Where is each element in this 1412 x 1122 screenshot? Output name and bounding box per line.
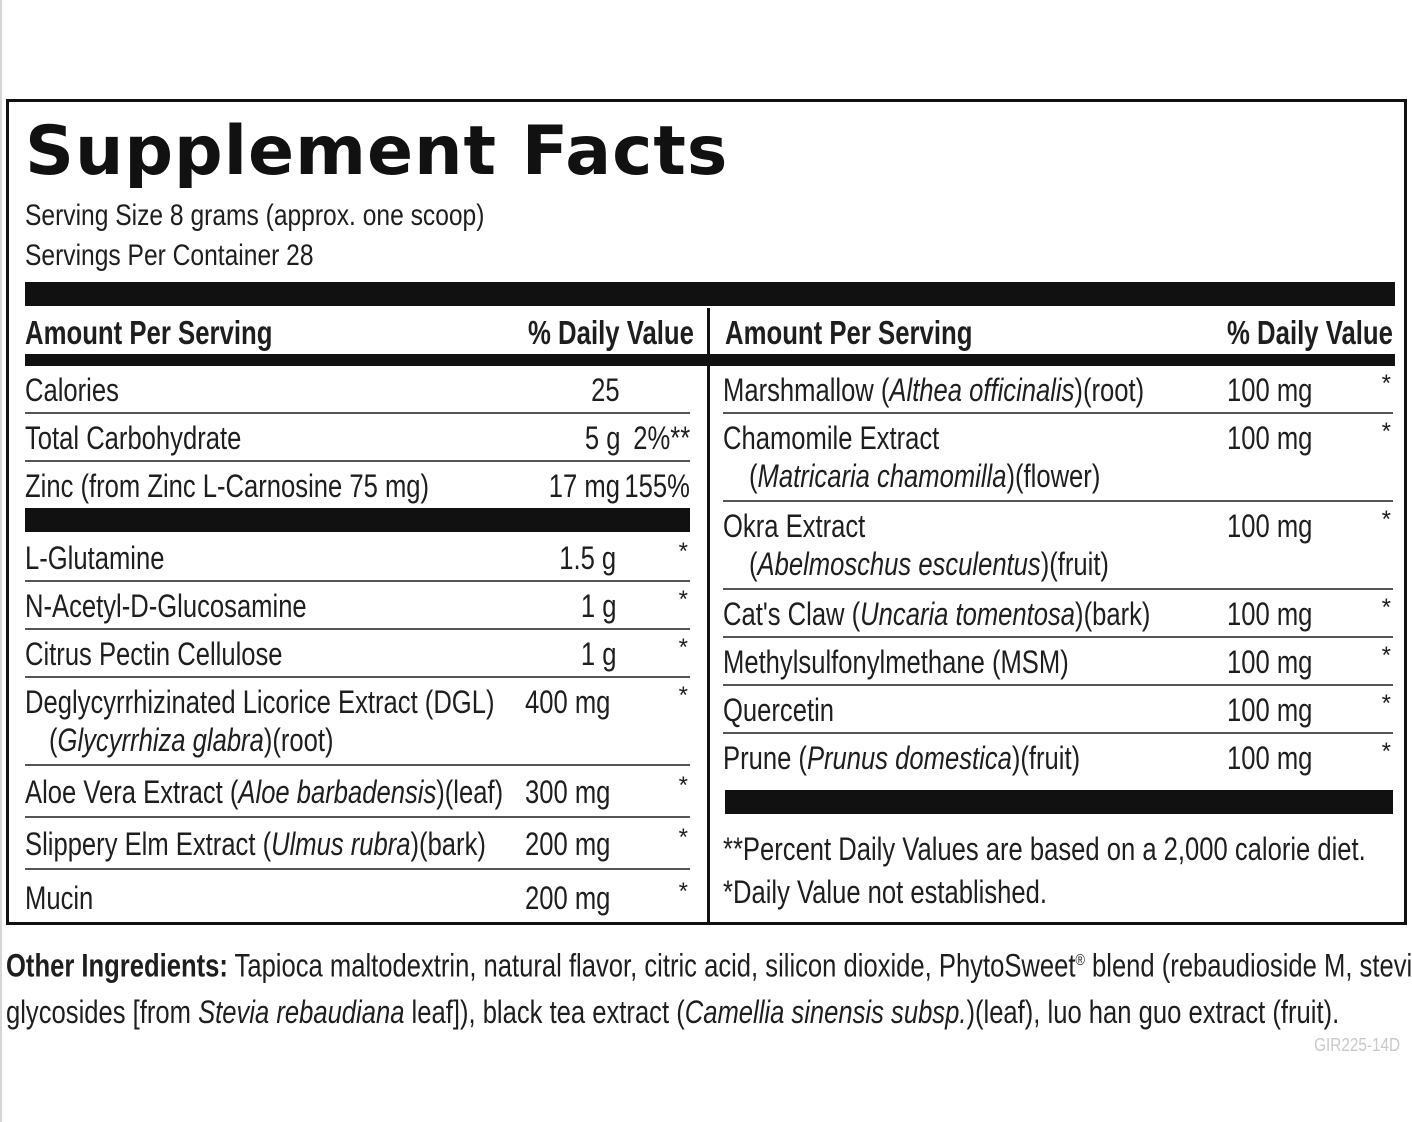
left-table: Calories 25 Total Carbohydrate 5 g 2%** … — [25, 366, 690, 922]
ingredient-name: N-Acetyl-D-Glucosamine — [25, 588, 307, 624]
ingredient-name: Quercetin — [723, 692, 834, 728]
footnote-dv-not-established: *Daily Value not established. — [723, 874, 1047, 910]
table-row: Quercetin 100 mg * — [723, 686, 1393, 734]
ingredient-name: Methylsulfonylmethane (MSM) — [723, 644, 1069, 680]
ingredient-name: Deglycyrrhizinated Licorice Extract (DGL… — [25, 684, 495, 720]
nutrient-dv: 2%** — [633, 420, 690, 456]
ingredient-amount: 200 mg — [525, 880, 611, 916]
ingredient-dv: * — [678, 586, 688, 613]
ingredient-name: Slippery Elm Extract (Ulmus rubra)(bark) — [25, 826, 486, 862]
ingredient-botanical: (Abelmoschus esculentus)(fruit) — [749, 546, 1109, 582]
table-row: Zinc (from Zinc L-Carnosine 75 mg) 17 mg… — [25, 462, 690, 508]
right-header-dv: % Daily Value — [1227, 314, 1393, 351]
ingredient-amount: 1 g — [580, 588, 616, 624]
ingredient-name: L-Glutamine — [25, 540, 165, 576]
ingredient-amount: 100 mg — [1227, 372, 1313, 408]
ingredient-amount: 300 mg — [525, 774, 611, 810]
table-row: Mucin 200 mg * — [25, 870, 690, 920]
ingredient-dv: * — [678, 824, 688, 851]
table-row: Chamomile Extract (Matricaria chamomilla… — [723, 414, 1393, 502]
ingredient-name: Aloe Vera Extract (Aloe barbadensis)(lea… — [25, 774, 504, 810]
nutrient-name: Calories — [25, 372, 119, 408]
left-header-amount: Amount Per Serving — [25, 314, 273, 351]
ingredient-name: Okra Extract — [723, 508, 866, 544]
ingredient-dv: * — [1381, 642, 1391, 669]
table-row: N-Acetyl-D-Glucosamine 1 g * — [25, 582, 690, 630]
serving-size: Serving Size 8 grams (approx. one scoop) — [25, 199, 485, 232]
ingredient-name: Citrus Pectin Cellulose — [25, 636, 283, 672]
ingredient-dv: * — [678, 538, 688, 565]
ingredient-amount: 1 g — [580, 636, 616, 672]
left-header-dv: % Daily Value — [528, 314, 694, 351]
other-ingredients: Other Ingredients: Tapioca maltodextrin,… — [6, 938, 1412, 1035]
table-row: Methylsulfonylmethane (MSM) 100 mg * — [723, 638, 1393, 686]
ingredient-amount: 100 mg — [1227, 740, 1313, 776]
ingredient-amount: 100 mg — [1227, 596, 1313, 632]
ingredient-amount: 100 mg — [1227, 420, 1313, 456]
right-header-amount: Amount Per Serving — [725, 314, 973, 351]
right-mid-thick-bar — [725, 790, 1393, 814]
table-row: Marshmallow (Althea officinalis)(root) 1… — [723, 366, 1393, 414]
panel-title: Supplement Facts — [25, 112, 729, 191]
top-thick-bar — [25, 282, 1395, 306]
table-row: Okra Extract (Abelmoschus esculentus)(fr… — [723, 502, 1393, 590]
product-code: GIR225-14D — [1314, 1035, 1400, 1055]
table-row: Cat's Claw (Uncaria tomentosa)(bark) 100… — [723, 590, 1393, 638]
ingredient-amount: 100 mg — [1227, 692, 1313, 728]
ingredient-dv: * — [678, 634, 688, 661]
ingredient-dv: * — [678, 772, 688, 799]
right-header-rule — [710, 354, 1395, 366]
table-row: L-Glutamine 1.5 g * — [25, 534, 690, 582]
table-row: Citrus Pectin Cellulose 1 g * — [25, 630, 690, 678]
ingredient-dv: * — [1381, 506, 1391, 533]
nutrient-amount: 5 g — [584, 420, 620, 456]
supplement-facts-panel: Supplement Facts Serving Size 8 grams (a… — [6, 99, 1407, 925]
left-header-rule — [25, 354, 707, 366]
table-row: Deglycyrrhizinated Licorice Extract (DGL… — [25, 678, 690, 766]
table-row: Total Carbohydrate 5 g 2%** — [25, 414, 690, 462]
ingredient-name: Prune (Prunus domestica)(fruit) — [723, 740, 1081, 776]
footnote-percent-dv: **Percent Daily Values are based on a 2,… — [723, 831, 1366, 867]
other-ingredients-label: Other Ingredients: — [6, 947, 228, 984]
ingredient-dv: * — [1381, 690, 1391, 717]
nutrient-name: Zinc (from Zinc L-Carnosine 75 mg) — [25, 468, 430, 504]
ingredient-botanical: (Glycyrrhiza glabra)(root) — [49, 722, 334, 758]
ingredient-amount: 200 mg — [525, 826, 611, 862]
ingredient-amount: 100 mg — [1227, 508, 1313, 544]
nutrient-name: Total Carbohydrate — [25, 420, 242, 456]
other-ingredients-line-1: Other Ingredients: Tapioca maltodextrin,… — [6, 947, 1412, 984]
table-row: Slippery Elm Extract (Ulmus rubra)(bark)… — [25, 818, 690, 870]
left-edge-rule — [0, 0, 2, 1122]
nutrient-dv: 155% — [624, 468, 690, 504]
column-divider — [707, 308, 710, 922]
ingredient-amount: 400 mg — [525, 684, 611, 720]
right-table: Marshmallow (Althea officinalis)(root) 1… — [723, 366, 1393, 786]
ingredient-dv: * — [1381, 418, 1391, 445]
ingredient-dv: * — [678, 878, 688, 905]
servings-per-container: Servings Per Container 28 — [25, 239, 314, 272]
ingredient-dv: * — [1381, 370, 1391, 397]
table-row: Prune (Prunus domestica)(fruit) 100 mg * — [723, 734, 1393, 780]
nutrient-amount: 17 mg — [548, 468, 620, 504]
ingredient-name: Chamomile Extract — [723, 420, 940, 456]
nutrient-amount: 25 — [591, 372, 620, 408]
ingredient-name: Marshmallow (Althea officinalis)(root) — [723, 372, 1145, 408]
ingredient-name: Mucin — [25, 880, 94, 916]
other-ingredients-line-2: glycosides [from Stevia rebaudiana leaf]… — [6, 993, 1340, 1030]
left-mid-thick-bar — [25, 508, 690, 532]
ingredient-amount: 100 mg — [1227, 644, 1313, 680]
ingredient-botanical: (Matricaria chamomilla)(flower) — [749, 458, 1101, 494]
ingredient-name: Cat's Claw (Uncaria tomentosa)(bark) — [723, 596, 1151, 632]
table-row: Calories 25 — [25, 366, 690, 414]
ingredient-dv: * — [678, 682, 688, 709]
ingredient-amount: 1.5 g — [559, 540, 616, 576]
ingredient-dv: * — [1381, 738, 1391, 765]
ingredient-dv: * — [1381, 594, 1391, 621]
table-row: Aloe Vera Extract (Aloe barbadensis)(lea… — [25, 766, 690, 818]
